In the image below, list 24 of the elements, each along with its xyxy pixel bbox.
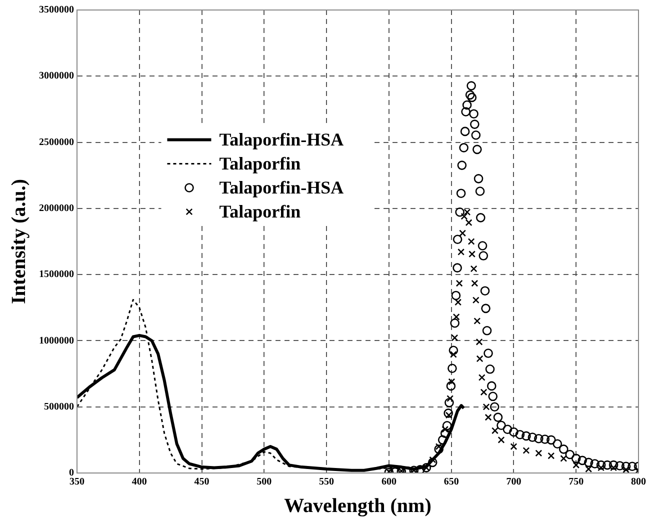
legend-label: Talaporfin [219, 153, 301, 174]
x-tick-label: 450 [194, 476, 210, 488]
y-tick-label: 500000 [44, 401, 74, 412]
x-tick-label: 650 [444, 476, 459, 488]
x-tick-label: 400 [132, 476, 147, 488]
y-tick-label: 1500000 [39, 269, 74, 280]
legend-label: Talaporfin-HSA [219, 177, 344, 198]
x-tick-label: 350 [70, 476, 84, 488]
y-tick-label: 0 [69, 468, 74, 479]
x-tick-label: 550 [319, 476, 334, 488]
x-axis-title: Wavelength (nm) [284, 495, 432, 518]
x-tick-label: 700 [506, 476, 522, 488]
y-tick-label: 3500000 [39, 4, 74, 16]
y-tick-label: 2000000 [39, 203, 74, 214]
x-tick-label: 500 [256, 476, 272, 488]
legend-label: Talaporfin-HSA [219, 129, 344, 150]
y-tick-label: 2500000 [39, 136, 74, 148]
x-tick-label: 600 [381, 476, 396, 488]
y-axis-title: Intensity (a.u.) [8, 178, 30, 304]
x-tick-label: 800 [631, 476, 646, 488]
x-tick-label: 750 [568, 476, 584, 488]
legend-label: Talaporfin [219, 201, 301, 222]
y-tick-label: 1000000 [39, 335, 74, 346]
y-tick-label: 3000000 [39, 70, 74, 82]
